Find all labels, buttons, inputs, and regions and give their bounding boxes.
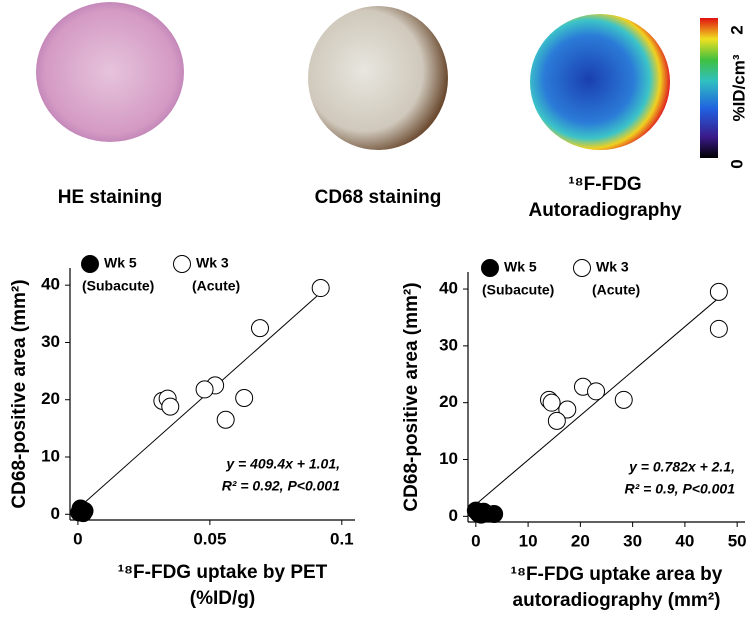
data-point <box>709 282 728 301</box>
data-point <box>235 389 254 408</box>
legend-label: Wk 5 <box>104 255 137 271</box>
x-tick-label: 0 <box>73 529 82 548</box>
data-point <box>485 505 504 524</box>
y-tick-label: 10 <box>41 446 60 465</box>
scatter-chart: 0 10 20 30 40 0 10 20 30 40 50 CD68-positive area (… <box>401 259 747 611</box>
data-point <box>558 400 577 419</box>
y-tick-label: 0 <box>449 506 458 525</box>
scatter-chart: 0 10 20 30 40 0 0.05 0.1 CD68-positive area (mm²… <box>9 255 355 609</box>
data-point <box>587 382 606 401</box>
y-tick-label: 30 <box>41 332 60 351</box>
x-tick-label: 0.05 <box>193 529 226 548</box>
x-tick-label: 20 <box>571 531 590 550</box>
legend-note: (Subacute) <box>482 282 554 298</box>
legend-note: (Acute) <box>592 282 640 298</box>
legend-marker <box>173 255 191 273</box>
autoradiography-image <box>530 14 670 150</box>
data-point <box>74 504 93 523</box>
x-axis-label: ¹⁸F-FDG uptake by PET <box>118 562 328 583</box>
cd68-image <box>308 6 448 150</box>
fit-equation: R² = 0.92, P<0.001 <box>222 478 341 494</box>
image-label: CD68 staining <box>315 187 442 208</box>
fit-equation: y = 409.4x + 1.01, <box>225 456 340 472</box>
fit-equation: y = 0.782x + 2.1, <box>628 459 735 475</box>
data-point <box>614 390 633 409</box>
fit-equation: R² = 0.9, P<0.001 <box>624 481 735 497</box>
data-point <box>547 411 566 430</box>
colorbar <box>700 18 718 158</box>
he-image <box>36 2 184 142</box>
y-tick-label: 0 <box>51 504 60 523</box>
y-tick-label: 40 <box>439 279 458 298</box>
data-point <box>195 380 214 399</box>
y-tick-label: 40 <box>41 275 60 294</box>
data-point <box>251 319 269 338</box>
legend-marker <box>481 259 499 277</box>
image-label: ¹⁸F-FDG <box>568 174 641 195</box>
image-label: HE staining <box>58 187 163 208</box>
fit-line <box>475 295 722 505</box>
y-axis-label: CD68-positive area (mm²) <box>9 279 30 508</box>
x-axis-label: autoradiography (mm²) <box>513 590 721 611</box>
y-tick-label: 10 <box>439 449 458 468</box>
legend-label: Wk 3 <box>596 259 629 275</box>
data-point <box>311 279 330 298</box>
legend-label: Wk 5 <box>504 259 537 275</box>
x-axis-label: (%ID/g) <box>190 588 255 609</box>
legend-marker <box>573 259 591 277</box>
data-point <box>161 397 180 416</box>
data-point <box>709 319 728 338</box>
data-point <box>542 393 561 412</box>
fit-line <box>77 290 324 509</box>
x-tick-label: 0 <box>471 531 480 550</box>
legend-label: Wk 3 <box>196 255 229 271</box>
colorbar-label: %ID/cm³ <box>729 54 748 121</box>
x-tick-label: 10 <box>519 531 538 550</box>
colorbar-tick-label: 0 <box>727 159 746 168</box>
colorbar-tick-label: 2 <box>727 25 746 34</box>
y-tick-label: 30 <box>439 335 458 354</box>
x-tick-label: 30 <box>623 531 642 550</box>
x-tick-label: 0.1 <box>330 529 354 548</box>
legend-note: (Subacute) <box>82 278 154 294</box>
x-axis-label: ¹⁸F-FDG uptake area by <box>511 564 723 585</box>
legend-marker <box>81 255 99 273</box>
data-point <box>216 410 235 429</box>
image-label: Autoradiography <box>528 200 681 221</box>
x-tick-label: 40 <box>675 531 694 550</box>
y-axis-label: CD68-positive area (mm²) <box>401 282 422 511</box>
legend-note: (Acute) <box>192 278 240 294</box>
x-tick-label: 50 <box>728 531 747 550</box>
y-tick-label: 20 <box>41 389 60 408</box>
images <box>36 2 718 158</box>
y-tick-label: 20 <box>439 392 458 411</box>
